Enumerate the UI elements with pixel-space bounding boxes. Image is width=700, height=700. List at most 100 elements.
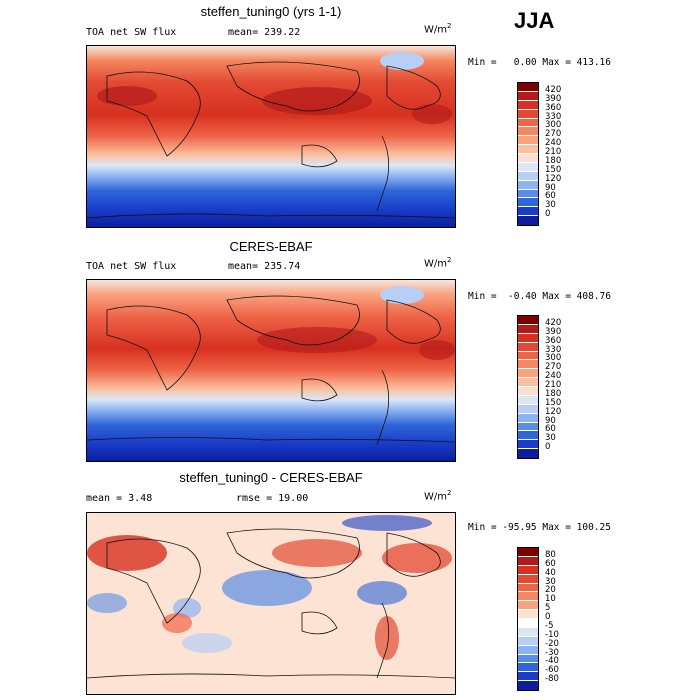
colorbar-swatch [518,154,538,163]
colorbar-swatch [518,583,538,593]
colorbar-tick-label: -60 [545,665,559,676]
colorbar-swatch [518,413,538,423]
panel-2-colorbar [517,315,539,459]
colorbar-tick-label: -5 [545,620,554,631]
colorbar-tick-label: 30 [545,433,556,444]
colorbar-swatch [518,627,538,637]
colorbar-swatch [518,645,538,655]
panel-3-minmax: Min = -95.95 Max = 100.25 [468,522,611,533]
colorbar-swatch [518,636,538,646]
colorbar-swatch [518,333,538,343]
panel-3-colorbar [517,547,539,691]
colorbar-swatch [518,440,538,450]
colorbar-swatch [518,216,538,225]
panel-1-title: steffen_tuning0 (yrs 1-1) [200,4,342,19]
colorbar-tick-label: 390 [545,326,562,337]
colorbar-swatch [518,342,538,352]
colorbar-swatch [518,574,538,584]
colorbar-swatch [518,100,538,110]
colorbar-swatch [518,316,538,325]
colorbar-tick-label: 270 [545,129,562,140]
panel-1-colorbar-ticks: 420 390 360 330 300 270 240 210 180 150 120 90 60 30 0 [545,82,585,226]
colorbar-swatch [518,548,538,557]
colorbar-tick-label: 10 [545,594,556,605]
colorbar-tick-label: 60 [545,558,556,569]
colorbar-swatch [518,127,538,137]
colorbar-tick-label: 5 [545,603,551,614]
colorbar-tick-label: 300 [545,353,562,364]
colorbar-tick-label: 40 [545,567,556,578]
colorbar-tick-label: 240 [545,371,562,382]
colorbar-swatch [518,610,538,619]
panel-3-map [86,512,456,695]
panel-1-map [86,45,456,228]
colorbar-tick-label: 120 [545,406,562,417]
colorbar-swatch [518,136,538,146]
colorbar-tick-label: 270 [545,362,562,373]
season-label: JJA [514,8,555,33]
colorbar-swatch [518,360,538,370]
colorbar-tick-label: 360 [545,102,562,113]
colorbar-tick-label: 210 [545,147,562,157]
colorbar-tick-label: 0 [545,442,551,453]
colorbar-tick-label: 60 [545,424,556,435]
panel-2-map [86,279,456,462]
colorbar-swatch [518,592,538,602]
colorbar-tick-label: 30 [545,576,556,587]
colorbar-tick-label: 0 [545,612,551,622]
colorbar-swatch [518,369,538,379]
panel-2-units: W/m2 [424,256,452,270]
colorbar-swatch [518,556,538,566]
colorbar-tick-label: 240 [545,138,562,149]
panel-1-variable-label: TOA net SW flux [86,27,177,38]
panel-1-mean-label: mean= 239.22 [228,27,301,38]
colorbar-swatch [518,198,538,208]
colorbar-swatch [518,663,538,673]
colorbar-tick-label: 180 [545,155,562,166]
colorbar-swatch [518,387,538,396]
colorbar-tick-label: 150 [545,164,562,175]
panel-2-variable-label: TOA net SW flux [86,261,177,272]
colorbar-swatch [518,180,538,190]
colorbar-tick-label: 150 [545,397,562,408]
colorbar-tick-label: 20 [545,585,556,596]
colorbar-tick-label: -20 [545,638,559,649]
colorbar-swatch [518,83,538,92]
colorbar-tick-label: 210 [545,380,562,390]
panel-2-minmax: Min = -0.40 Max = 408.76 [468,291,611,302]
panel-2-title: CERES-EBAF [229,239,313,254]
colorbar-tick-label: 120 [545,173,562,184]
panel-2-colorbar-ticks: 420 390 360 330 300 270 240 210 180 150 120 90 60 30 0 [545,315,585,459]
colorbar-tick-label: 390 [545,93,562,104]
colorbar-swatch [518,681,538,690]
colorbar-swatch [518,449,538,458]
colorbar-swatch [518,601,538,611]
colorbar-swatch [518,378,538,387]
colorbar-tick-label: 30 [545,200,556,211]
colorbar-tick-label: -30 [545,647,559,658]
colorbar-tick-label: 420 [545,317,562,328]
colorbar-swatch [518,118,538,128]
colorbar-tick-label: -10 [545,629,559,640]
colorbar-swatch [518,91,538,101]
panel-3-mean-label: mean = 3.48 [86,493,153,504]
colorbar-tick-label: 90 [545,182,556,193]
colorbar-tick-label: 180 [545,388,562,399]
colorbar-tick-label: 90 [545,415,556,426]
panel-1-minmax: Min = 0.00 Max = 413.16 [468,57,611,68]
colorbar-tick-label: 0 [545,209,551,220]
colorbar-swatch [518,145,538,154]
panel-3-title: steffen_tuning0 - CERES-EBAF [179,470,363,485]
panel-3-units: W/m2 [424,489,452,503]
colorbar-tick-label: 330 [545,344,562,355]
colorbar-tick-label: 360 [545,335,562,346]
colorbar-swatch [518,171,538,181]
colorbar-swatch [518,672,538,682]
colorbar-swatch [518,422,538,432]
colorbar-tick-label: 300 [545,120,562,131]
colorbar-swatch [518,565,538,575]
colorbar-tick-label: 330 [545,111,562,122]
colorbar-swatch [518,431,538,441]
colorbar-tick-label: 80 [545,549,556,560]
panel-1-colorbar [517,82,539,226]
